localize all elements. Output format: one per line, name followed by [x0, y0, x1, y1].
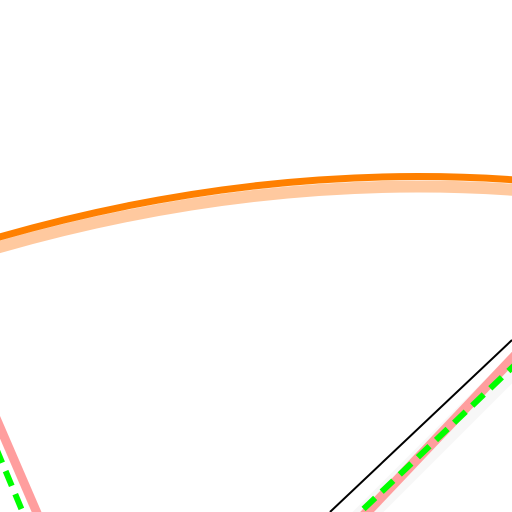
line-dashed-left [0, 449, 26, 512]
arc-band [0, 180, 512, 254]
line [329, 339, 512, 512]
arc [0, 173, 512, 241]
line-dashed [356, 363, 512, 512]
line-band-left [0, 416, 42, 512]
